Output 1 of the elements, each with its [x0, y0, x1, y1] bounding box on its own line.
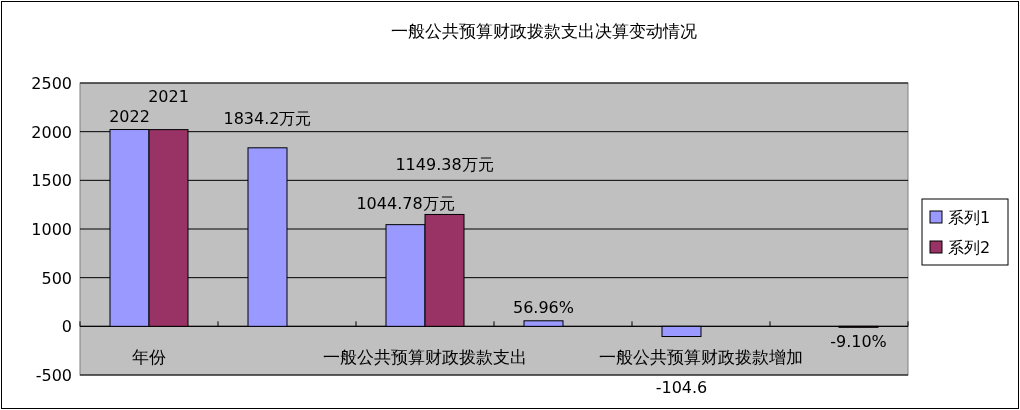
title: 一般公共预算财政拨款支出决算变动情况 — [391, 21, 697, 41]
